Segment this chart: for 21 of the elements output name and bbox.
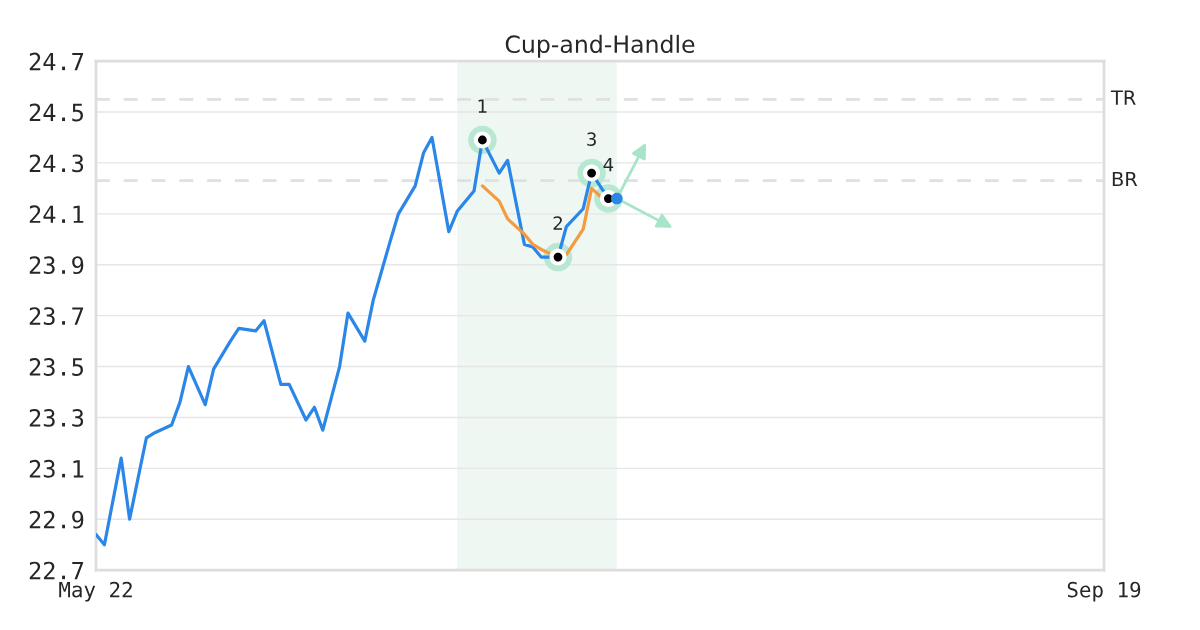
x-tick-label: May 22 xyxy=(59,581,132,602)
y-tick-label: 23.7 xyxy=(29,307,84,325)
annotation: 1 xyxy=(478,99,487,113)
y-tick-label: 23.5 xyxy=(29,358,83,376)
ref-line-label: TR xyxy=(1110,90,1136,105)
chart-title: Cup-and-Handle xyxy=(505,34,695,58)
point xyxy=(610,192,623,205)
ref-line-label: BR xyxy=(1112,171,1138,187)
x-tick-label: Sep 19 xyxy=(1067,581,1141,602)
y-tick-label: 23.1 xyxy=(29,459,84,478)
annotation: 2 xyxy=(553,216,562,230)
y-tick-label: 23.3 xyxy=(29,408,84,427)
y-tick-label: 22.7 xyxy=(29,561,84,580)
y-tick-label: 24.7 xyxy=(29,52,84,71)
y-tick-label: 23.9 xyxy=(29,256,84,275)
annotation: 4 xyxy=(603,158,614,172)
y-tick-label: 24.3 xyxy=(29,154,84,173)
annotation: 3 xyxy=(587,132,596,146)
y-tick-label: 24.1 xyxy=(29,205,84,223)
y-tick-label: 22.9 xyxy=(29,510,84,529)
y-tick-label: 24.5 xyxy=(29,103,83,122)
